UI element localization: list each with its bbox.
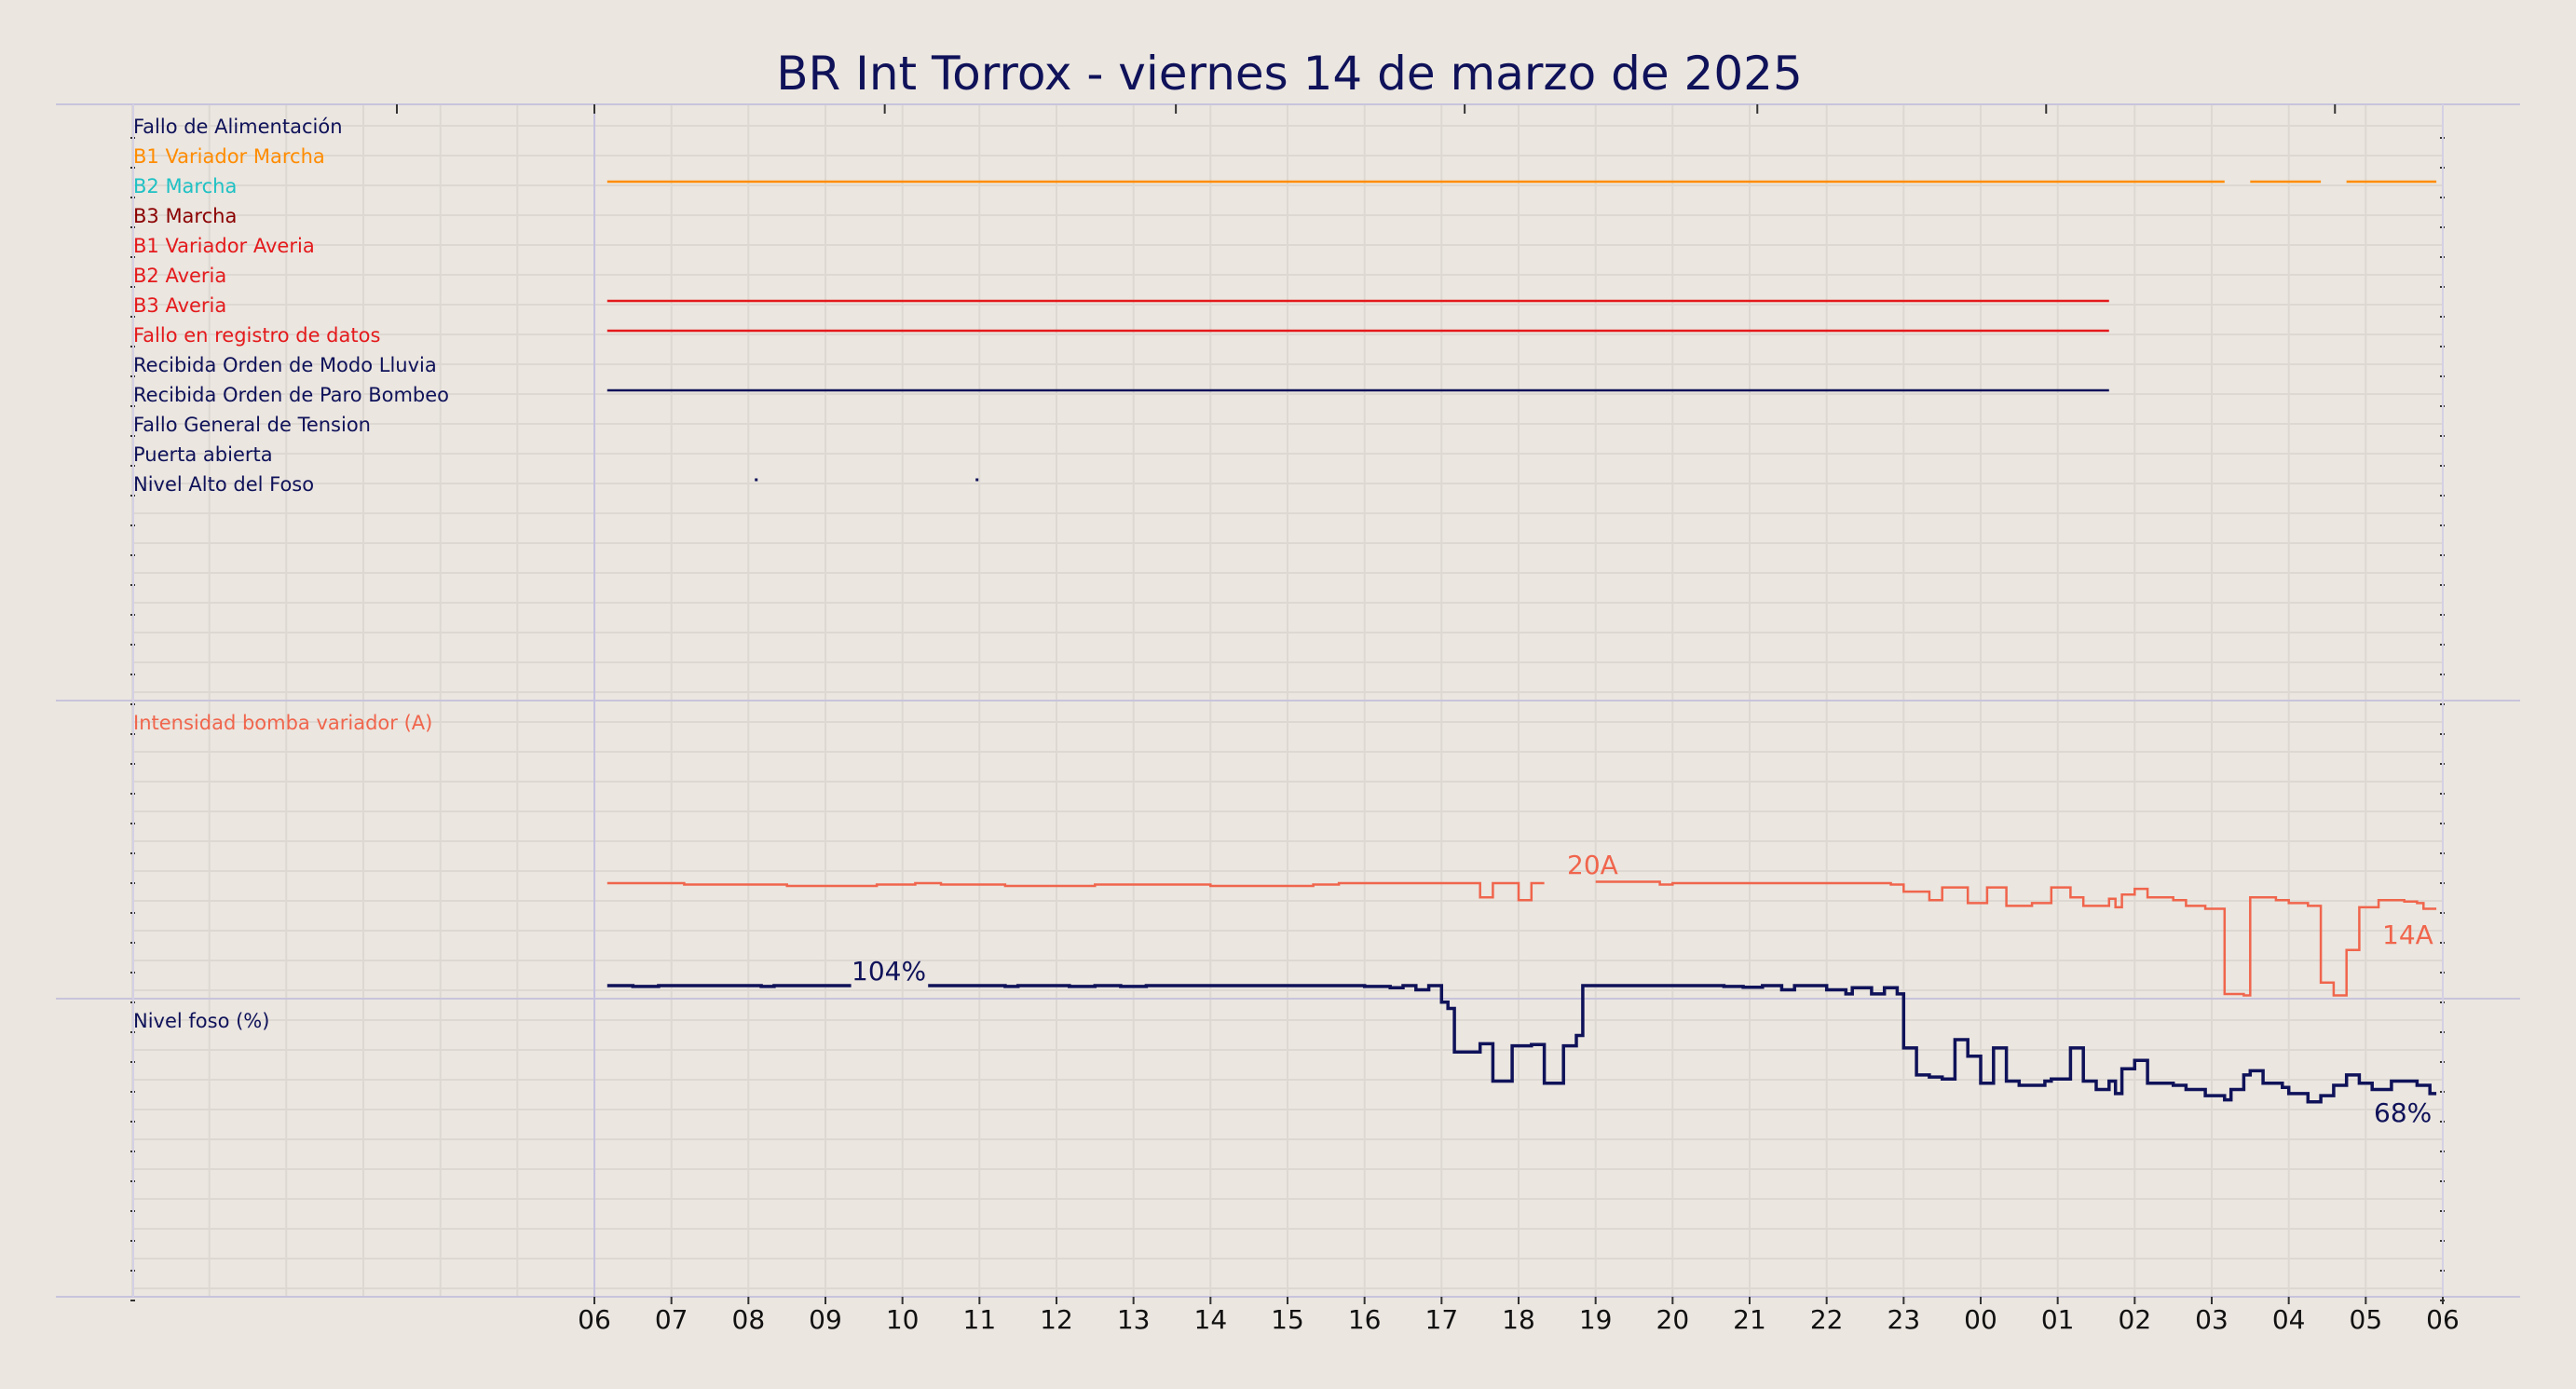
x-tick-label: 19 <box>1579 1304 1613 1335</box>
x-tick-label: 08 <box>732 1304 766 1335</box>
intensity-line <box>607 880 2437 997</box>
x-tick-label: 15 <box>1271 1304 1304 1335</box>
x-tick-label: 11 <box>963 1304 997 1335</box>
signal-label: Nivel Alto del Foso <box>133 473 314 496</box>
analog-series: Intensidad bomba variador (A) Nivel foso … <box>133 712 2437 1104</box>
signal-labels: Fallo de Alimentación B1 Variador Marcha B… <box>133 116 449 496</box>
x-tick-label: 17 <box>1425 1304 1459 1335</box>
x-tick-label: 13 <box>1117 1304 1151 1335</box>
x-tick-label: 06 <box>2426 1304 2460 1335</box>
signal-label: Fallo General de Tension <box>133 414 371 436</box>
x-tick-label: 18 <box>1502 1304 1535 1335</box>
signal-label: B1 Variador Marcha <box>133 145 325 168</box>
x-tick-label: 09 <box>809 1304 842 1335</box>
panel-label: Intensidad bomba variador (A) <box>133 712 432 734</box>
x-axis-ticks: 06 07 08 09 10 11 12 13 14 15 16 17 18 19 20 21 22 23 00 01… <box>578 1297 2460 1335</box>
x-tick-label: 07 <box>655 1304 688 1335</box>
x-tick-label: 02 <box>2119 1304 2152 1335</box>
x-tick-label: 21 <box>1733 1304 1766 1335</box>
x-tick-label: 10 <box>886 1304 920 1335</box>
signal-label: B1 Variador Averia <box>133 235 315 257</box>
x-tick-label: 00 <box>1964 1304 1997 1335</box>
signal-label: Puerta abierta <box>133 443 273 466</box>
x-tick-label: 22 <box>1810 1304 1844 1335</box>
signal-label: Fallo de Alimentación <box>133 116 343 138</box>
x-tick-label: 03 <box>2195 1304 2228 1335</box>
chart-title: BR Int Torrox - viernes 14 de marzo de 2… <box>776 47 1803 101</box>
signal-label: Fallo en registro de datos <box>133 324 380 347</box>
x-tick-label: 16 <box>1348 1304 1382 1335</box>
data-annotation: 20A <box>1567 850 1618 880</box>
data-annotation: 104% <box>852 956 926 987</box>
signal-label: B3 Marcha <box>133 205 237 227</box>
x-tick-label: 01 <box>2041 1304 2075 1335</box>
x-tick-label: 12 <box>1040 1304 1073 1335</box>
signal-label: B2 Averia <box>133 265 226 287</box>
annotations: 20A 14A 104% 68% <box>852 850 2433 1128</box>
x-tick-label: 20 <box>1656 1304 1690 1335</box>
level-line <box>607 984 2437 1104</box>
signal-lines <box>607 180 2437 482</box>
x-tick-label: 04 <box>2272 1304 2306 1335</box>
signal-label: Recibida Orden de Modo Lluvia <box>133 354 437 376</box>
panel-label: Nivel foso (%) <box>133 1010 269 1032</box>
data-annotation: 14A <box>2382 919 2433 950</box>
signal-label: B3 Averia <box>133 294 226 317</box>
signal-label: Recibida Orden de Paro Bombeo <box>133 384 449 406</box>
data-annotation: 68% <box>2374 1097 2432 1128</box>
signal-label: B2 Marcha <box>133 175 237 197</box>
x-tick-label: 05 <box>2350 1304 2383 1335</box>
x-tick-label: 23 <box>1888 1304 1921 1335</box>
x-tick-label: 06 <box>578 1304 611 1335</box>
x-tick-label: 14 <box>1194 1304 1228 1335</box>
